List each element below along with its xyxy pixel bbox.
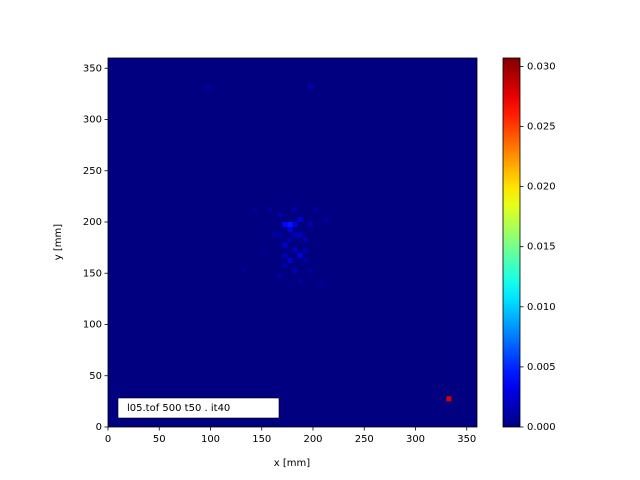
heatmap-cell [282,222,288,228]
heatmap-cell [297,252,303,258]
y-tick-label: 150 [83,268,102,279]
y-tick-label: 100 [83,320,102,331]
heatmap-cell [313,206,319,212]
x-tick-label: 300 [406,434,425,445]
heatmap-cell [277,211,283,217]
x-tick-label: 150 [252,434,271,445]
x-axis-label: x [mm] [274,458,310,469]
heatmap-cell [241,268,247,274]
heatmap-cell [266,206,272,212]
heatmap-cell [302,257,308,263]
colorbar-tick-label: 0.000 [527,422,556,433]
heatmap-cell [292,222,298,228]
heatmap-cell [307,268,313,274]
y-tick-label: 0 [96,422,102,433]
heatmap-cell [277,273,283,279]
heatmap-cell [297,278,303,284]
heatmap-cell [292,232,298,238]
colorbar-tick-label: 0.010 [527,302,556,313]
heatmap-cell [251,206,257,212]
heatmap-cell [297,216,303,222]
y-tick-label: 350 [83,63,102,74]
y-tick-label: 200 [83,217,102,228]
heatmap-cell [307,83,313,89]
heatmap-cell [261,247,267,253]
heatmap-cell [318,283,324,289]
heatmap-cell [272,232,278,238]
heatmap-cell [277,232,283,238]
heatmap-cell [307,222,313,228]
heatmap-cell [287,257,293,263]
colorbar-tick-label: 0.030 [527,61,556,72]
heatmap-cell [282,242,288,248]
colorbar [502,57,521,428]
x-tick-label: 0 [105,434,111,445]
x-tick-label: 350 [457,434,476,445]
y-tick-label: 250 [83,166,102,177]
heatmap-cell [302,237,308,243]
heatmap-cell [287,227,293,233]
y-tick-label: 300 [83,115,102,126]
heatmap-cell [302,247,308,253]
heatmap-cell [292,206,298,212]
heatmap-cell [205,83,211,89]
y-axis-label: y [mm] [53,224,64,260]
plot-frame [107,57,478,428]
heatmap-cell [282,252,288,258]
annotation: l05.tof 500 t50 . it40 [127,403,230,414]
heatmap-cell [292,268,298,274]
colorbar-tick-label: 0.005 [527,362,556,373]
heatmap-cell [287,237,293,243]
heatmap-cell [282,263,288,269]
colorbar-tick-label: 0.020 [527,182,556,193]
heatmap-cell [287,222,293,228]
heatmap-cell [292,247,298,253]
x-tick-label: 200 [303,434,322,445]
plot-area [108,58,477,427]
heatmap-cell [297,232,303,238]
x-tick-label: 50 [153,434,166,445]
y-tick-label: 50 [89,371,102,382]
colorbar-tick-label: 0.025 [527,122,556,133]
x-tick-label: 100 [201,434,220,445]
colorbar-tick-label: 0.015 [527,242,556,253]
heatmap-cell [446,396,452,402]
annotation-box [117,397,280,419]
x-tick-label: 250 [355,434,374,445]
heatmap-cell [323,216,329,222]
